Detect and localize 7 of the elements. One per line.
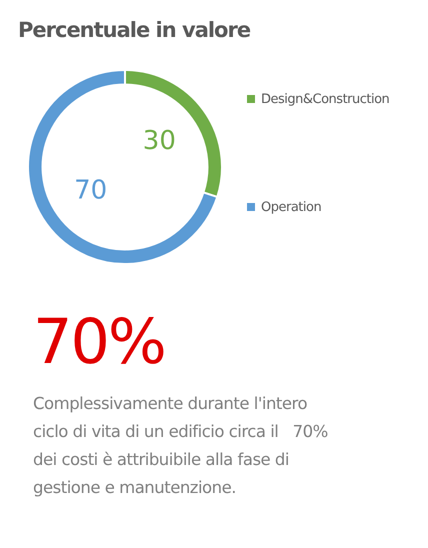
text: 70% xyxy=(33,305,165,378)
chart-title: Percentuale in valore xyxy=(18,18,250,42)
legend-label: Operation xyxy=(261,200,322,215)
data-label: 70 xyxy=(74,176,108,206)
data-label: 30 xyxy=(142,126,176,156)
legend-label: Design&Construction xyxy=(261,92,390,107)
text: Complessivamente durante l'intero ciclo di vita di un edificio circa il 70% dei costi è attribuibile alla fase di gestione e manutenzione. xyxy=(33,393,329,499)
